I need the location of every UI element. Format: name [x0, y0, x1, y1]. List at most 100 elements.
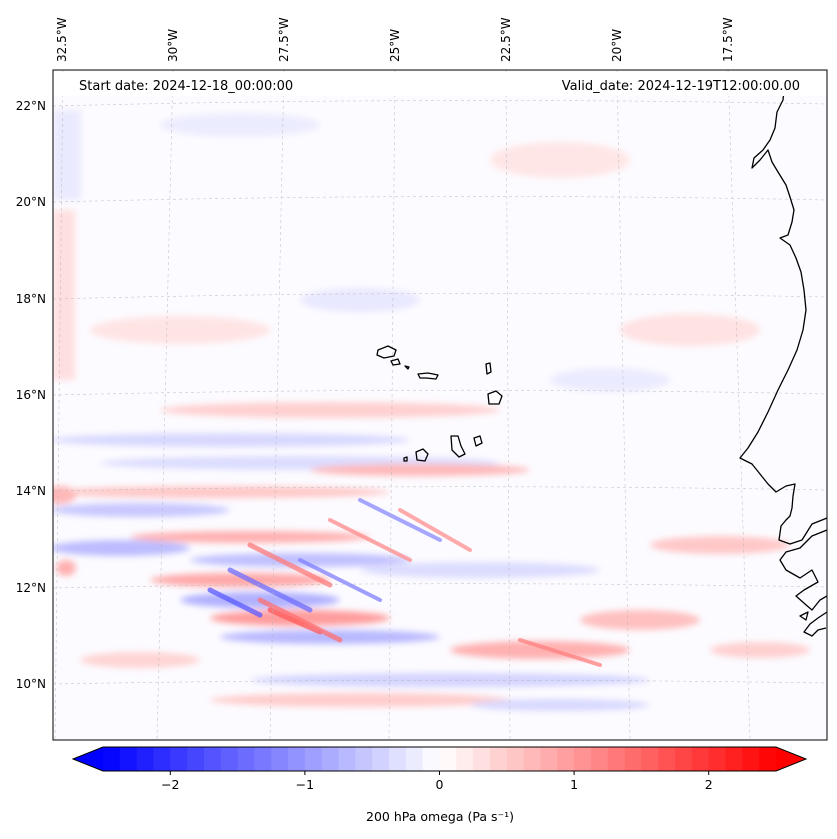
parallel-12n	[53, 583, 827, 589]
latitude-labels: 22°N 20°N 18°N 16°N 14°N 12°N 10°N	[16, 99, 46, 691]
field-band-6	[53, 503, 230, 517]
start-date-label: Start date: 2024-12-18_00:00:00	[79, 79, 293, 94]
colorbar-segment	[523, 747, 542, 771]
colorbar-segment	[759, 747, 777, 771]
senegambia-coast	[779, 529, 827, 611]
colorbar-segment	[624, 747, 642, 771]
colorbar-segment	[439, 747, 457, 771]
meridian-20w	[616, 70, 631, 740]
colorbar-segment	[254, 747, 272, 771]
map-frame	[52, 69, 828, 741]
colorbar-segment	[288, 747, 306, 771]
meridian-32-5w	[54, 70, 64, 740]
field-streaks	[207, 498, 602, 667]
coastlines	[376, 87, 827, 637]
colorbar-segment	[742, 747, 760, 771]
colorbar-segment	[153, 747, 171, 771]
maio-island	[473, 435, 483, 447]
lat-label-20n: 20°N	[16, 195, 46, 209]
colorbar-segment	[422, 747, 441, 771]
streak-6	[358, 498, 442, 542]
colorbar-segment	[641, 747, 659, 771]
field-patch-east-blue	[550, 368, 670, 392]
colorbar-tick-label: 0	[436, 777, 444, 792]
colorbar-segment	[675, 747, 693, 771]
colorbar-segment	[658, 747, 676, 771]
colorbar-ticks: −2 −1 0 1 2	[161, 771, 713, 792]
streak-2	[227, 567, 313, 613]
colorbar-segment	[203, 747, 222, 771]
meridian-22-5w	[505, 70, 511, 740]
colorbar-segment	[557, 747, 575, 771]
colorbar-tick-label: 2	[705, 777, 713, 792]
field-band-22	[710, 642, 810, 658]
field-band-24	[56, 560, 76, 576]
lat-label-10n: 10°N	[16, 677, 46, 691]
colorbar-low-extension	[73, 747, 103, 771]
brava-island	[403, 456, 408, 462]
guinea-bissau-coast	[799, 611, 827, 637]
field-band-5	[53, 486, 390, 498]
colorbar-segment	[187, 747, 205, 771]
colorbar-segment	[220, 747, 239, 771]
sal-island	[485, 362, 492, 375]
colorbar-tick-label: −2	[161, 777, 179, 792]
colorbar-segment	[338, 747, 356, 771]
colorbar-segment	[372, 747, 390, 771]
santa-luzia-island	[404, 365, 410, 370]
field-patch-west-red	[53, 210, 75, 380]
colorbar-segment	[691, 747, 710, 771]
streak-10	[518, 638, 602, 667]
lon-label-25w: 25°W	[388, 29, 402, 62]
field-band-8	[53, 540, 190, 556]
streak-3	[257, 597, 343, 643]
colorbar-high-extension	[776, 747, 806, 771]
streak-7	[398, 508, 472, 552]
colorbar-segment	[590, 747, 609, 771]
fogo-island	[415, 448, 429, 462]
lat-label-18n: 18°N	[16, 292, 46, 306]
field-band-21	[80, 652, 200, 668]
streak-1	[247, 542, 333, 588]
field-band-2	[53, 433, 410, 447]
lat-label-16n: 16°N	[16, 388, 46, 402]
lon-label-20w: 20°W	[610, 29, 624, 62]
colorbar-segment	[321, 747, 340, 771]
field-patch-mid-blue	[300, 288, 420, 312]
streak-8	[207, 587, 263, 618]
colorbar-segment	[119, 747, 138, 771]
colorbar-segment	[725, 747, 743, 771]
longitude-labels: 32.5°W 30°W 27.5°W 25°W 22.5°W 20°W 17.5…	[55, 17, 735, 62]
lon-label-30w: 30°W	[166, 29, 180, 62]
meridian-25w	[388, 70, 396, 740]
colorbar-label: 200 hPa omega (Pa s⁻¹)	[366, 809, 514, 824]
field-band-14	[450, 641, 630, 659]
colorbar-segment	[473, 747, 491, 771]
colorbar-segment	[389, 747, 407, 771]
lon-label-27-5w: 27.5°W	[277, 17, 291, 62]
field-band-20	[470, 699, 650, 711]
africa-coastline	[739, 87, 827, 545]
streak-9	[267, 607, 323, 635]
field-band-7	[130, 531, 370, 543]
sao-nicolau-island	[417, 372, 439, 380]
streak-4	[298, 558, 382, 602]
lon-label-22-5w: 22.5°W	[499, 17, 513, 62]
meridian-30w	[156, 70, 174, 740]
parallel-22n	[53, 100, 827, 107]
colorbar-segment	[540, 747, 558, 771]
colorbar-segment	[271, 747, 289, 771]
meridian-17-5w	[727, 70, 751, 740]
lat-label-14n: 14°N	[16, 484, 46, 498]
colorbar-segment	[136, 747, 155, 771]
colorbar-segment	[506, 747, 525, 771]
field-band-16	[650, 536, 790, 554]
field-patch-north-red	[490, 142, 630, 178]
colorbar-segment	[574, 747, 592, 771]
lon-label-17-5w: 17.5°W	[721, 17, 735, 62]
colorbar-segment	[489, 747, 508, 771]
header-strip	[53, 72, 827, 96]
boa-vista-island	[487, 390, 503, 405]
parallel-14n	[53, 486, 827, 492]
